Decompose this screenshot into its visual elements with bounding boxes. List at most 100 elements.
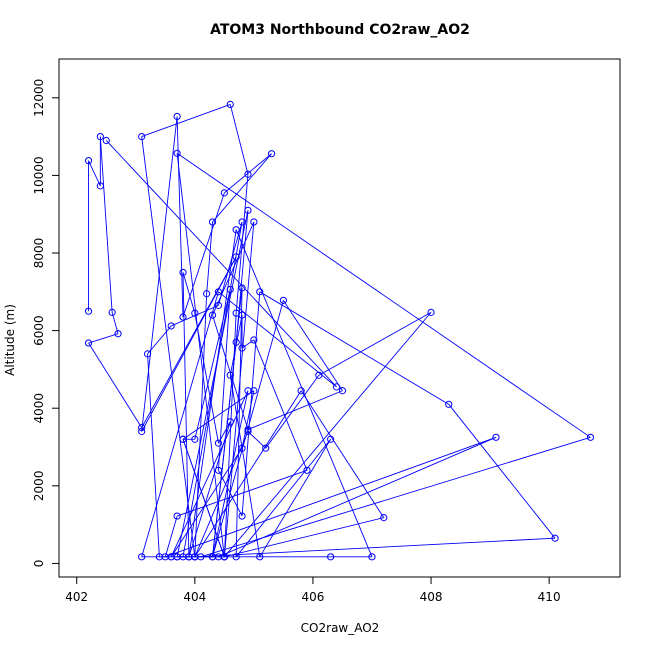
x-tick-label: 404	[183, 590, 206, 604]
series-segment	[164, 515, 178, 557]
data-point	[238, 218, 246, 226]
data-point	[244, 427, 252, 436]
series-segment	[206, 221, 213, 294]
data-point	[138, 427, 146, 436]
plot-frame	[58, 58, 621, 578]
series-segment	[247, 390, 343, 430]
series-segment	[170, 390, 249, 558]
data-point	[208, 311, 217, 319]
series-segment	[182, 272, 196, 314]
data-point	[297, 387, 305, 395]
data-point	[96, 182, 104, 190]
data-point	[238, 284, 246, 292]
data-point	[327, 553, 335, 561]
series-segment	[182, 221, 243, 557]
x-axis: 402 404 406 408 410	[65, 576, 561, 604]
data-point	[197, 553, 205, 561]
series-segment	[229, 375, 261, 557]
series-segment	[235, 438, 331, 558]
series-segment	[176, 210, 249, 557]
data-point	[220, 189, 228, 197]
data-point	[267, 150, 276, 158]
series-segment	[176, 153, 225, 557]
data-point	[244, 425, 252, 434]
data-point	[143, 350, 152, 358]
data-point	[84, 157, 93, 165]
y-tick-label: 4000	[32, 393, 46, 424]
data-point	[226, 285, 234, 294]
series-segment	[448, 404, 556, 539]
series-segment	[88, 333, 119, 344]
x-tick-label: 408	[420, 590, 443, 604]
data-point	[238, 512, 246, 520]
x-tick-label: 410	[538, 590, 561, 604]
series-segment	[235, 287, 243, 557]
series-segment	[141, 136, 196, 557]
data-point	[262, 444, 270, 452]
y-axis-title: Altitude (m)	[3, 304, 17, 376]
y-tick-label: 10000	[32, 156, 46, 194]
data-point	[108, 308, 116, 316]
data-point	[238, 344, 246, 352]
data-point	[232, 226, 240, 234]
series-segment	[235, 229, 373, 557]
series-segment	[241, 339, 255, 349]
data-point	[226, 371, 234, 379]
series-segment	[212, 221, 255, 316]
data-point	[179, 435, 187, 443]
data-point	[96, 133, 104, 141]
series-segment	[194, 390, 302, 558]
y-tick-label: 0	[32, 560, 46, 568]
data-point	[226, 418, 234, 426]
data-point	[250, 336, 258, 344]
data-point	[167, 322, 175, 330]
data-point	[586, 433, 595, 441]
data-point	[427, 308, 435, 316]
series-segment	[88, 160, 101, 187]
series-segment	[105, 140, 337, 388]
series-segment	[212, 153, 272, 223]
data-point	[551, 534, 559, 542]
series-segment	[111, 312, 119, 334]
series-segment	[253, 339, 308, 471]
series-layer	[84, 100, 595, 561]
data-point	[214, 466, 223, 474]
series-segment	[141, 291, 219, 557]
series-segment	[300, 390, 385, 518]
data-point	[238, 311, 246, 319]
data-point	[167, 553, 175, 561]
series-segment	[182, 390, 255, 440]
series-segment	[229, 104, 249, 175]
data-point	[232, 338, 240, 346]
series-segment	[88, 342, 143, 428]
series-segment	[224, 312, 432, 558]
series-segment	[170, 447, 243, 558]
series-segment	[283, 300, 343, 391]
series-segment	[259, 439, 332, 558]
y-tick-label: 8000	[32, 238, 46, 269]
x-tick-label: 402	[65, 590, 88, 604]
series-segment	[194, 289, 231, 440]
x-axis-title: CO2raw_AO2	[301, 621, 380, 635]
data-point	[256, 288, 264, 296]
data-point	[303, 466, 311, 474]
series-segment	[141, 103, 231, 138]
x-tick-label: 406	[301, 590, 324, 604]
chart-title: ATOM3 Northbound CO2raw_AO2	[210, 22, 470, 38]
series-segment	[147, 325, 172, 355]
data-point	[338, 387, 347, 395]
data-point	[179, 313, 187, 321]
data-point	[368, 553, 376, 561]
data-point	[179, 268, 187, 277]
series-segment	[218, 221, 243, 306]
series-segment	[176, 152, 591, 438]
data-point	[84, 339, 93, 347]
data-point	[214, 288, 223, 296]
data-point	[279, 296, 287, 304]
data-point	[191, 435, 199, 443]
data-point	[138, 424, 146, 432]
data-point	[214, 301, 223, 309]
